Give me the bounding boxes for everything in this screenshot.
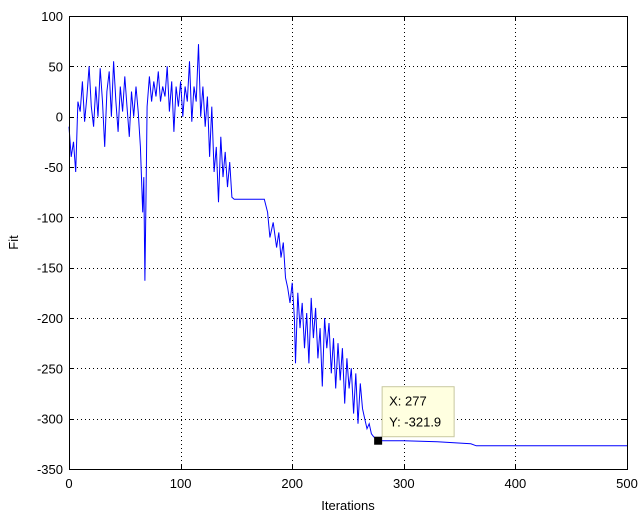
datatip-box: [381, 386, 455, 438]
x-tick-label: 400: [505, 476, 527, 491]
y-tick-label: -200: [37, 311, 63, 326]
series-line: [68, 44, 627, 447]
x-tick-label: 300: [393, 476, 415, 491]
y-axis-ticks: -350 -300 -250 -200 -150 -100 -50 0 50 100: [37, 9, 627, 477]
datatip-y-text: Y: -321.9: [389, 415, 441, 430]
datatip-x-text: X: 277: [389, 394, 427, 409]
y-tick-label: -350: [37, 462, 63, 477]
x-tick-label: 0: [65, 476, 72, 491]
y-tick-label: -150: [37, 261, 63, 276]
y-tick-label: 50: [49, 59, 63, 74]
plot-area[interactable]: [69, 16, 627, 469]
y-tick-label: -250: [37, 361, 63, 376]
x-tick-label: 200: [281, 476, 303, 491]
grid: [69, 16, 627, 469]
x-tick-label: 100: [170, 476, 192, 491]
x-axis-label: Iterations: [321, 498, 375, 513]
y-tick-label: 100: [41, 9, 63, 24]
datatip[interactable]: X: 277 Y: -321.9: [374, 386, 455, 445]
y-axis-label: Fit: [6, 235, 21, 250]
plot-border: [69, 16, 628, 470]
y-tick-label: -50: [44, 160, 63, 175]
datatip-marker[interactable]: [374, 436, 383, 445]
y-tick-label: -300: [37, 412, 63, 427]
y-tick-label: -100: [37, 210, 63, 225]
y-tick-label: 0: [56, 110, 63, 125]
x-tick-label: 500: [616, 476, 638, 491]
